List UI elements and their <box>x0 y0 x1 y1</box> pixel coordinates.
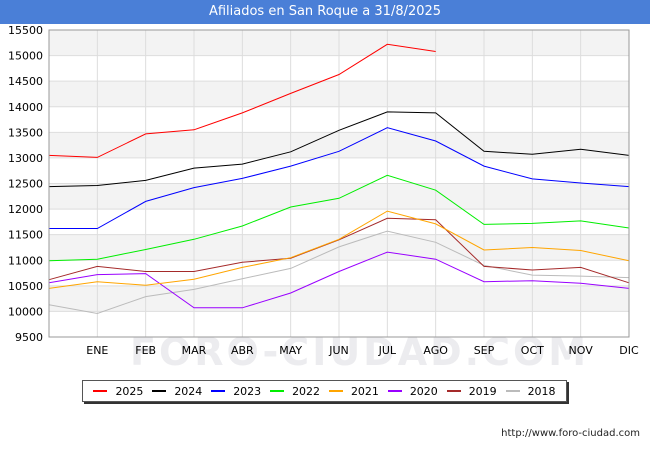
legend-label: 2018 <box>527 384 556 398</box>
y-tick-label: 10000 <box>8 305 43 318</box>
chart-title: Afiliados en San Roque a 31/8/2025 <box>0 0 650 24</box>
source-url: http://www.foro-ciudad.com <box>501 428 640 439</box>
legend-label: 2020 <box>409 384 438 398</box>
legend-swatch <box>270 390 285 392</box>
x-tick-label: DIC <box>619 344 639 357</box>
legend-swatch <box>505 390 520 392</box>
legend-item-2023: 2023 <box>211 385 261 398</box>
x-tick-label: MAR <box>182 344 207 357</box>
series-line-2021 <box>48 210 630 289</box>
y-tick-label: 13500 <box>8 126 43 139</box>
plot-frame <box>48 29 630 338</box>
legend-item-2022: 2022 <box>270 385 320 398</box>
legend-label: 2022 <box>292 384 321 398</box>
x-tick-label: ENE <box>86 344 108 357</box>
series-line-2024 <box>48 111 630 188</box>
legend-item-2020: 2020 <box>387 384 438 398</box>
legend-label: 2019 <box>468 384 497 398</box>
y-tick-label: 10500 <box>8 280 43 293</box>
x-tick-label: JUL <box>378 344 397 357</box>
x-tick-label: FEB <box>135 344 156 357</box>
legend-swatch <box>446 390 461 392</box>
y-tick-label: 14500 <box>8 75 43 88</box>
series-line-2020 <box>48 251 630 309</box>
x-tick-label: SEP <box>474 344 495 357</box>
series-line-2025 <box>48 43 436 158</box>
y-tick-label: 12000 <box>8 203 43 216</box>
y-tick-label: 15000 <box>8 50 43 63</box>
legend-item-2018: 2018 <box>505 384 556 398</box>
x-tick-label: OCT <box>521 344 544 357</box>
x-tick-label: AGO <box>423 344 448 357</box>
legend-item-2025: 2025 <box>93 385 143 398</box>
series-lines <box>48 43 630 315</box>
series-line-2018 <box>48 230 630 315</box>
legend-label: 2025 <box>115 384 144 398</box>
y-tick-label: 11000 <box>8 254 43 267</box>
y-tick-label: 11500 <box>8 229 43 242</box>
y-tick-label: 12500 <box>8 178 43 191</box>
legend-item-2019: 2019 <box>446 384 497 398</box>
series-line-2022 <box>48 174 630 262</box>
y-axis-ticks: 9500 10000 10500 11000 11500 12000 12500 13000 1… <box>8 24 43 344</box>
x-tick-label: NOV <box>569 344 594 357</box>
x-tick-label: MAY <box>279 344 302 357</box>
legend-label: 2023 <box>233 384 262 398</box>
legend-swatch <box>211 390 226 392</box>
x-tick-label: JUN <box>328 344 349 357</box>
legend-item-2024: 2024 <box>152 385 202 398</box>
legend: 2025 2024 2023 2022 2021 2020 2019 2018 <box>82 380 567 402</box>
legend-swatch <box>152 390 167 392</box>
y-tick-label: 15500 <box>8 24 43 37</box>
legend-item-2021: 2021 <box>328 384 379 398</box>
legend-swatch <box>387 390 402 392</box>
legend-label: 2024 <box>174 384 203 398</box>
y-tick-label: 13000 <box>8 152 43 165</box>
y-tick-label: 9500 <box>15 331 43 344</box>
y-tick-label: 14000 <box>8 101 43 114</box>
x-tick-label: ABR <box>231 344 254 357</box>
legend-swatch <box>93 390 108 392</box>
x-axis-ticks: ENE FEB MAR ABR MAY JUN JUL AGO SEP OCT NOV DIC <box>86 344 639 357</box>
series-line-2023 <box>49 127 630 229</box>
legend-swatch <box>328 390 343 392</box>
legend-label: 2021 <box>350 384 379 398</box>
